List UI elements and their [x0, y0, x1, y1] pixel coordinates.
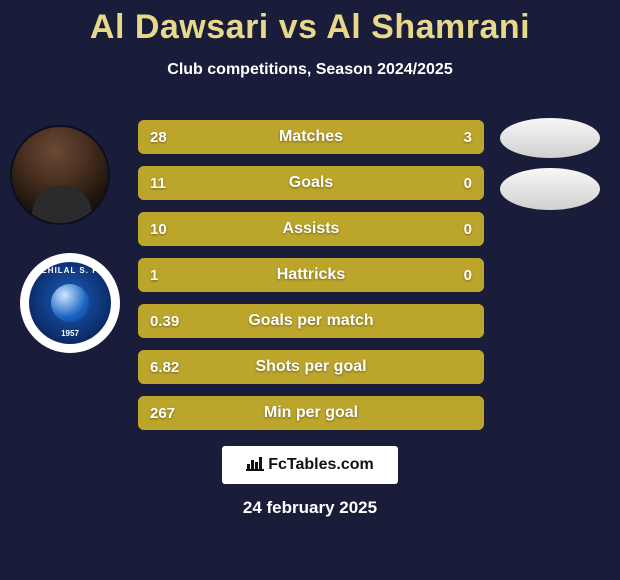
club1-year: 1957	[29, 329, 111, 338]
stat-value-right: 0	[464, 258, 472, 292]
page-title: Al Dawsari vs Al Shamrani	[0, 0, 620, 47]
stat-label: Goals	[138, 166, 484, 200]
stat-bar: 6.82Shots per goal	[138, 350, 484, 384]
stat-value-right: 3	[464, 120, 472, 154]
stat-bar: 11Goals0	[138, 166, 484, 200]
stat-bar: 0.39Goals per match	[138, 304, 484, 338]
player1-club-badge: ALHILAL S. FC 1957	[20, 253, 120, 353]
stat-bar: 10Assists0	[138, 212, 484, 246]
stats-bars: 28Matches311Goals010Assists01Hattricks00…	[138, 120, 484, 442]
stat-value-right: 0	[464, 166, 472, 200]
club1-ball-icon	[51, 284, 89, 322]
player2-avatar	[500, 118, 600, 158]
footer-date: 24 february 2025	[0, 498, 620, 518]
chart-icon	[246, 455, 264, 476]
stat-bar: 28Matches3	[138, 120, 484, 154]
stat-label: Hattricks	[138, 258, 484, 292]
stat-label: Goals per match	[138, 304, 484, 338]
subtitle: Club competitions, Season 2024/2025	[0, 61, 620, 79]
stat-label: Min per goal	[138, 396, 484, 430]
player1-avatar	[10, 125, 110, 225]
club1-name: ALHILAL S. FC	[29, 266, 111, 275]
stat-label: Shots per goal	[138, 350, 484, 384]
stat-value-right: 0	[464, 212, 472, 246]
footer-brand-badge: FcTables.com	[222, 446, 398, 484]
stat-bar: 1Hattricks0	[138, 258, 484, 292]
footer-brand-text: FcTables.com	[268, 456, 374, 474]
stat-bar: 267Min per goal	[138, 396, 484, 430]
stat-label: Matches	[138, 120, 484, 154]
stat-label: Assists	[138, 212, 484, 246]
player2-club-badge	[500, 168, 600, 210]
